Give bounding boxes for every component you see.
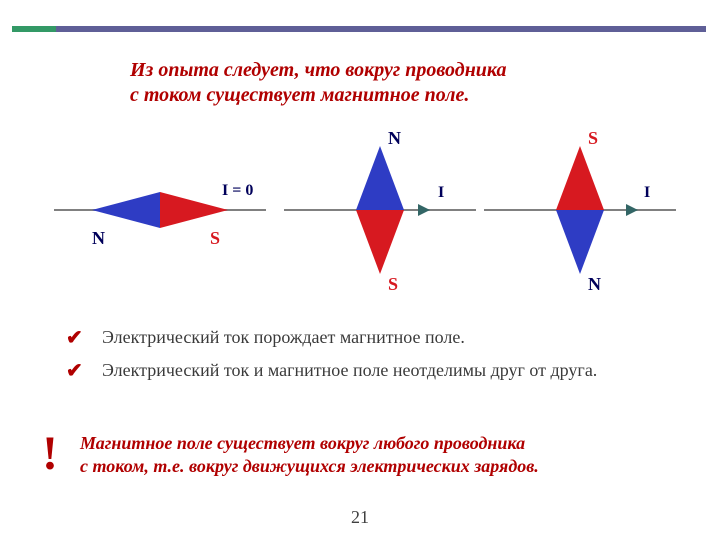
- diagrams-area: N S I = 0 N S I S N I: [50, 130, 670, 310]
- d3-label-s: S: [588, 128, 598, 149]
- bullet-list: ✔ Электрический ток порождает магнитное …: [66, 326, 626, 391]
- heading-line1: Из опыта следует, что вокруг проводника: [130, 58, 590, 83]
- diagram-2: [280, 130, 480, 300]
- d1-label-n: N: [92, 228, 105, 249]
- heading: Из опыта следует, что вокруг проводника …: [130, 58, 590, 108]
- d2-label-n: N: [388, 128, 401, 149]
- conclusion-line2: с током, т.е. вокруг движущихся электрич…: [80, 455, 640, 478]
- conclusion: Магнитное поле существует вокруг любого …: [80, 432, 640, 477]
- diagram-3: [480, 130, 680, 300]
- check-icon: ✔: [66, 326, 86, 346]
- d2-label-s: S: [388, 274, 398, 295]
- accent-bar: [12, 26, 56, 32]
- exclamation-icon: !: [42, 430, 58, 478]
- bullet-1-text: Электрический ток порождает магнитное по…: [102, 327, 465, 347]
- d1-label-s: S: [210, 228, 220, 249]
- heading-line2: с током существует магнитное поле.: [130, 83, 590, 108]
- d3-label-n: N: [588, 274, 601, 295]
- d1-current-label: I = 0: [222, 182, 253, 200]
- bullet-2-text: Электрический ток и магнитное поле неотд…: [102, 360, 597, 380]
- d3-current-label: I: [644, 184, 650, 202]
- d2-current-label: I: [438, 184, 444, 202]
- title-underline: [56, 26, 706, 32]
- bullet-1: ✔ Электрический ток порождает магнитное …: [66, 326, 626, 349]
- bullet-2: ✔ Электрический ток и магнитное поле нео…: [66, 359, 626, 382]
- conclusion-line1: Магнитное поле существует вокруг любого …: [80, 432, 640, 455]
- diagram-1: [50, 130, 270, 300]
- check-icon: ✔: [66, 359, 86, 379]
- page-number: 21: [0, 507, 720, 528]
